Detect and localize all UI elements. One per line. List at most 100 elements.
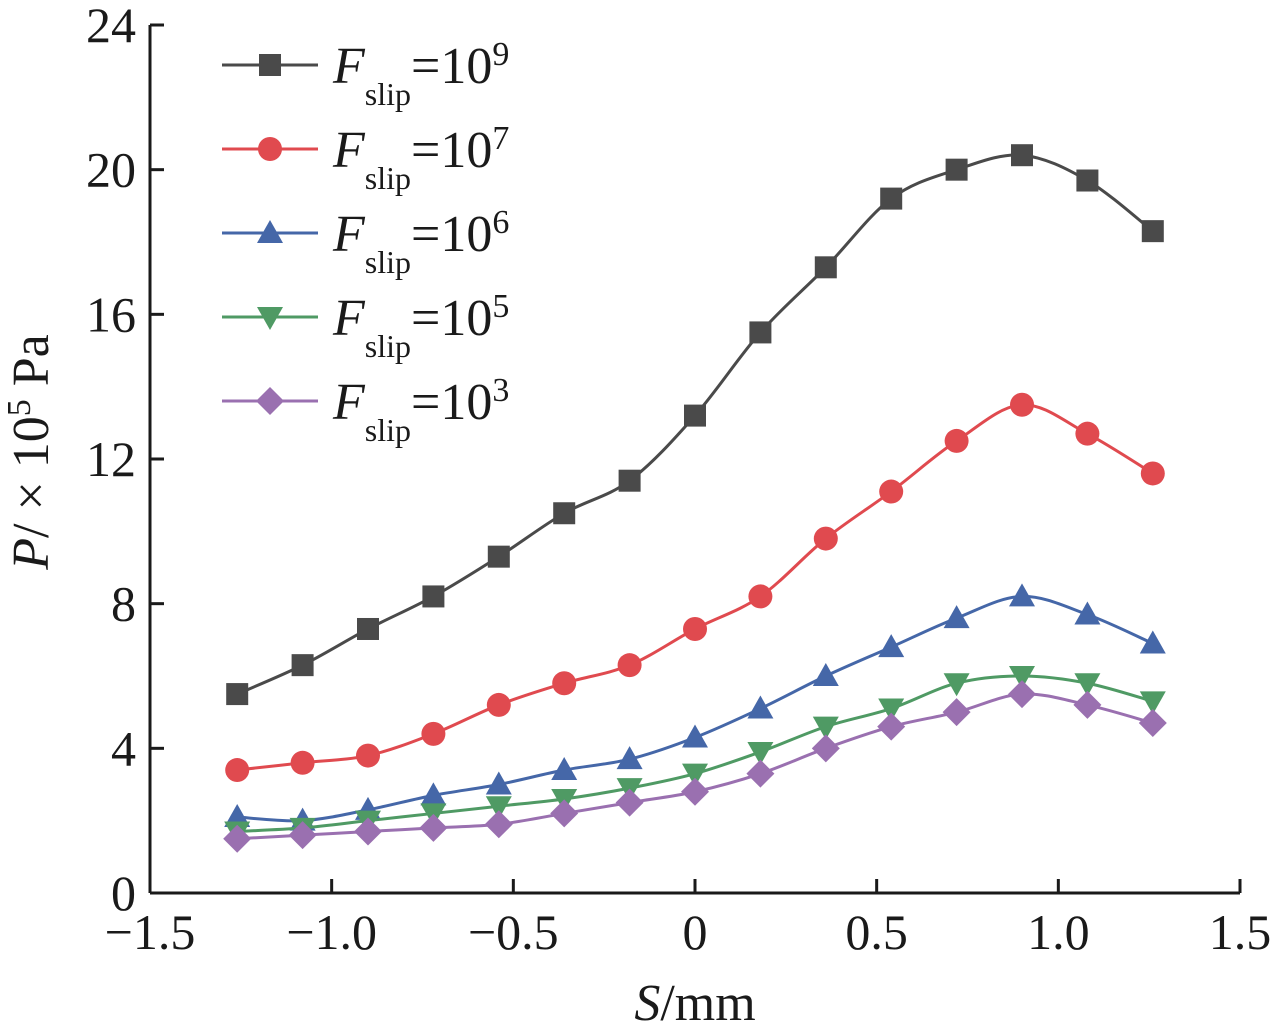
legend-swatch-marker (259, 54, 281, 76)
data-point (879, 479, 904, 504)
y-tick-label: 8 (111, 576, 136, 632)
data-point (943, 605, 970, 629)
legend-label: Fslip=109 (332, 36, 509, 112)
data-point (354, 817, 382, 846)
legend-item-4: Fslip=103 (222, 372, 509, 448)
data-point (419, 813, 448, 842)
data-point (290, 750, 315, 775)
data-point (812, 716, 839, 740)
data-point (747, 695, 774, 719)
data-point (1076, 169, 1099, 192)
legend-label: Fslip=105 (332, 288, 509, 364)
y-axis-unit: Pa (3, 334, 60, 399)
data-point (811, 734, 840, 763)
data-point (420, 782, 447, 806)
data-point (552, 671, 577, 696)
data-point (1141, 220, 1164, 243)
data-point (1139, 691, 1166, 715)
data-point (615, 788, 644, 817)
data-point (422, 585, 445, 608)
data-point (880, 187, 903, 210)
x-tick-label: −1.5 (105, 904, 196, 960)
legend-swatch-marker (256, 387, 284, 415)
x-tick-label: 1.5 (1209, 904, 1272, 960)
data-point (944, 428, 969, 453)
y-tick-label: 0 (111, 865, 136, 921)
data-point (421, 721, 446, 746)
data-point (553, 502, 576, 525)
y-axis-var: P (3, 538, 60, 571)
data-point (618, 469, 641, 492)
data-point (749, 321, 772, 344)
series-1 (225, 392, 1165, 783)
data-point (1011, 144, 1033, 167)
data-point (550, 799, 579, 828)
data-point (812, 663, 839, 686)
data-point (616, 746, 643, 770)
data-point (1009, 583, 1035, 607)
data-point (225, 758, 250, 783)
data-point (684, 404, 706, 427)
y-tick-label: 20 (86, 142, 136, 198)
series-group (223, 144, 1167, 853)
axes-group: −1.5 −1.0 −0.5 0 0.5 1.0 1.5 0 4 8 12 16 20 24 (86, 0, 1271, 960)
data-point (1074, 601, 1101, 625)
data-point (1010, 392, 1034, 417)
x-tick-label: 1.0 (1027, 904, 1090, 960)
data-point (746, 759, 775, 788)
data-point (1139, 630, 1166, 654)
legend-swatch-marker (257, 307, 283, 330)
legend-swatch-marker (258, 137, 282, 161)
data-point (1073, 690, 1102, 719)
data-point (682, 724, 708, 748)
data-point (945, 158, 968, 181)
data-point (747, 741, 774, 765)
data-point (1140, 461, 1165, 486)
data-point (486, 692, 511, 717)
legend-label: Fslip=107 (332, 120, 509, 196)
legend-item-0: Fslip=109 (222, 36, 509, 112)
data-point (551, 757, 578, 781)
data-point (813, 526, 838, 551)
data-point (485, 796, 512, 820)
series-line (237, 403, 1154, 772)
data-point (1075, 421, 1100, 446)
data-point (484, 810, 513, 839)
data-point (682, 763, 708, 787)
data-point (617, 653, 642, 678)
legend-label: Fslip=103 (332, 372, 509, 448)
x-tick-label: 0 (683, 904, 708, 960)
series-0 (226, 144, 1164, 706)
legend-item-1: Fslip=107 (222, 120, 509, 196)
legend-item-3: Fslip=105 (222, 288, 509, 364)
data-point (224, 804, 251, 828)
data-point (878, 698, 905, 722)
y-tick-label: 12 (86, 431, 136, 487)
data-point (291, 654, 314, 677)
data-point (1138, 709, 1167, 738)
data-point (683, 616, 707, 641)
data-point (357, 617, 379, 640)
data-point (943, 673, 970, 697)
data-point (942, 698, 971, 727)
data-point (748, 584, 773, 609)
data-point (288, 821, 317, 850)
x-axis-title: S/mm (634, 975, 755, 1027)
legend-label: Fslip=106 (332, 204, 509, 280)
x-tick-label: −0.5 (468, 904, 559, 960)
data-point (223, 824, 252, 853)
data-point (681, 777, 709, 806)
x-tick-label: 0.5 (845, 904, 908, 960)
data-point (356, 743, 380, 768)
y-axis-exp: 5 (1, 399, 38, 416)
data-point (226, 683, 249, 706)
data-point (877, 712, 906, 741)
series-4 (223, 680, 1167, 853)
data-point (878, 634, 905, 658)
y-tick-label: 4 (111, 720, 136, 776)
y-tick-label: 16 (86, 286, 136, 342)
y-axis-title: P/ × 105 Pa (1, 334, 60, 571)
y-tick-label: 24 (86, 0, 136, 53)
legend-item-2: Fslip=106 (222, 204, 509, 280)
